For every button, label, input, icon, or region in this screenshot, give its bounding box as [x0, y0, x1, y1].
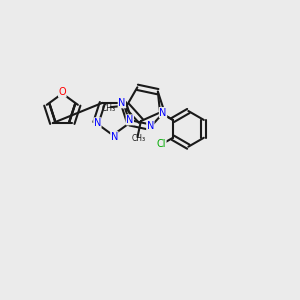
- Text: N: N: [159, 107, 167, 118]
- Text: O: O: [58, 87, 66, 97]
- Text: Cl: Cl: [157, 140, 166, 149]
- Text: N: N: [126, 115, 134, 125]
- Text: CH₃: CH₃: [102, 104, 116, 113]
- Text: N: N: [111, 132, 118, 142]
- Text: N: N: [118, 98, 125, 108]
- Text: N: N: [147, 121, 154, 131]
- Text: N: N: [94, 118, 101, 128]
- Text: CH₃: CH₃: [132, 134, 146, 143]
